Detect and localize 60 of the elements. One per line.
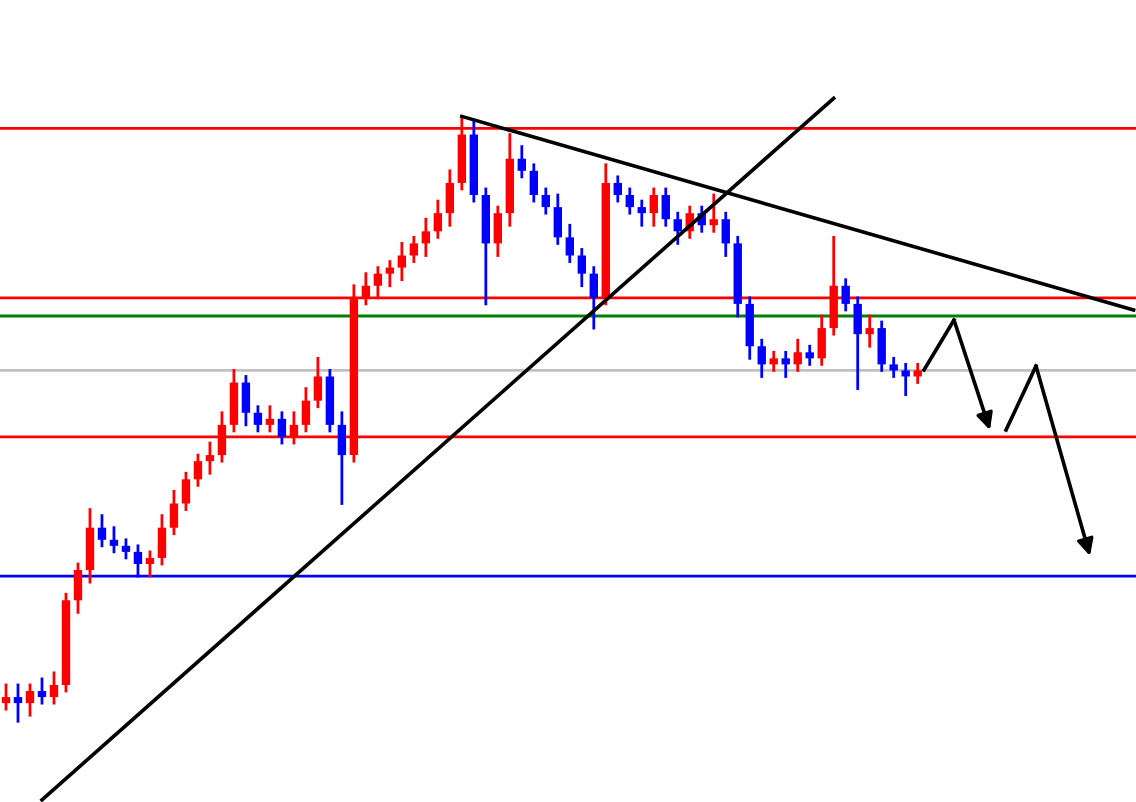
candlestick: [121, 538, 131, 560]
candlestick: [241, 375, 251, 427]
candlestick: [73, 562, 83, 614]
candlestick: [841, 278, 850, 312]
candlestick: [553, 193, 562, 245]
candlestick: [265, 405, 275, 433]
candlestick: [781, 350, 790, 378]
candlestick: [397, 242, 407, 282]
candlestick: [313, 356, 323, 409]
candlestick: [577, 248, 586, 288]
candlestick: [37, 677, 47, 705]
candlestick: [109, 526, 119, 554]
candlestick: [337, 411, 347, 505]
candlestick: [421, 217, 431, 257]
candlestick: [793, 338, 802, 372]
candlestick: [97, 514, 107, 548]
candlestick: [853, 296, 862, 390]
candlestick: [877, 320, 886, 372]
candlestick: [673, 211, 682, 245]
candlestick: [589, 266, 598, 330]
candlestick: [889, 356, 898, 378]
candlestick: [277, 411, 287, 445]
candlestick: [169, 490, 179, 536]
candlestick: [409, 235, 419, 263]
candlestick: [517, 145, 527, 179]
candlestick: [529, 163, 539, 203]
candlestick: [649, 187, 658, 227]
candlestick: [445, 169, 455, 227]
candlestick: [709, 193, 718, 233]
candlestick: [193, 453, 203, 487]
candlestick: [229, 369, 239, 433]
candlestick: [865, 314, 874, 348]
candlestick: [913, 362, 922, 384]
candlestick: [661, 187, 670, 227]
candlestick: [769, 350, 778, 372]
candlestick: [757, 338, 766, 378]
candlestick: [13, 683, 23, 723]
candlestick: [301, 387, 311, 433]
candlestick: [85, 508, 95, 584]
candlestick: [25, 683, 35, 717]
candlestick: [565, 223, 574, 263]
candlestick: [637, 199, 646, 227]
candlestick: [721, 211, 730, 257]
candlestick: [817, 314, 826, 366]
candlestick: [613, 175, 622, 203]
candlestick: [253, 405, 263, 433]
candlestick: [433, 199, 443, 239]
candlestick: [157, 514, 167, 566]
candlestick: [205, 441, 215, 475]
candlestick: [49, 671, 59, 705]
candlestick: [1, 683, 11, 711]
candlestick: [805, 344, 814, 366]
candlestick: [745, 296, 754, 360]
candlestick: [901, 362, 910, 397]
candlestick: [181, 471, 191, 511]
candlestick: [493, 205, 503, 257]
candlestick: [541, 187, 551, 215]
candlestick: [145, 550, 155, 578]
candlestick: [385, 260, 395, 288]
candlestick: [625, 187, 634, 215]
